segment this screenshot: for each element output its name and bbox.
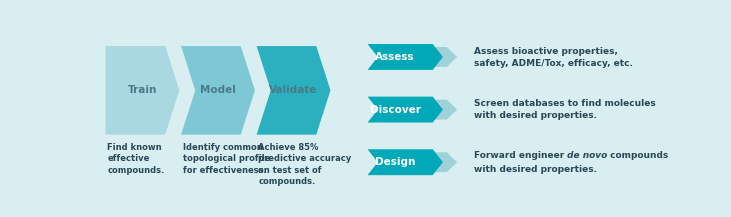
Text: Assess: Assess — [375, 52, 415, 62]
Polygon shape — [368, 97, 443, 123]
Polygon shape — [368, 149, 443, 175]
Text: Forward engineer: Forward engineer — [474, 151, 567, 159]
Polygon shape — [425, 152, 457, 172]
Text: Model: Model — [200, 85, 236, 95]
Polygon shape — [105, 46, 179, 135]
Text: Discover: Discover — [370, 105, 420, 115]
Text: Identify common
topological profile
for effectiveness.: Identify common topological profile for … — [183, 143, 270, 175]
Text: de novo: de novo — [567, 151, 607, 159]
Text: Design: Design — [375, 157, 415, 167]
Polygon shape — [257, 46, 330, 135]
Text: compounds: compounds — [607, 151, 669, 159]
Text: Achieve 85%
predictive accuracy
on test set of
compounds.: Achieve 85% predictive accuracy on test … — [258, 143, 352, 186]
Text: Train: Train — [128, 85, 157, 95]
Polygon shape — [368, 44, 443, 70]
Text: Validate: Validate — [269, 85, 318, 95]
Polygon shape — [425, 47, 457, 67]
Polygon shape — [425, 100, 457, 120]
Text: Find known
effective
compounds.: Find known effective compounds. — [107, 143, 164, 175]
Text: Screen databases to find molecules
with desired properties.: Screen databases to find molecules with … — [474, 99, 656, 120]
Text: with desired properties.: with desired properties. — [474, 165, 596, 174]
Text: Assess bioactive properties,
safety, ADME/Tox, efficacy, etc.: Assess bioactive properties, safety, ADM… — [474, 47, 632, 68]
Polygon shape — [181, 46, 255, 135]
